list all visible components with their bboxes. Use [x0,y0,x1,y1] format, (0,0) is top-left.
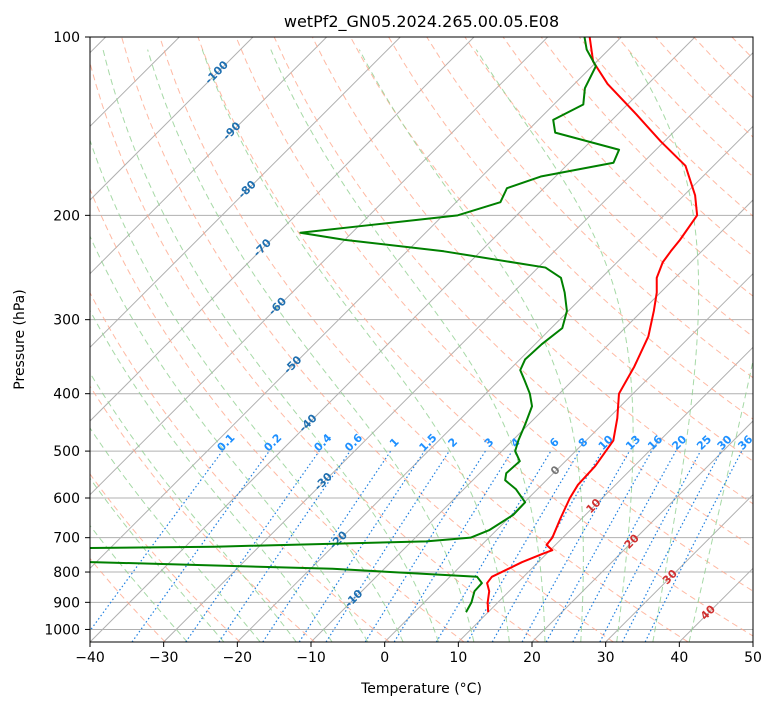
isotherm-line [531,420,753,642]
x-axis-ticks: −40 −30 −20 −10 0 10 20 30 40 50 [75,642,762,666]
mixing-ratio-line [572,450,677,642]
moist-adiabat-line [102,49,439,642]
dry-adiabat-line [273,37,753,548]
moist-adiabat-line [627,49,700,642]
isotherm-line [384,272,753,642]
moist-adiabat-line [90,309,333,642]
dry-adiabat-line [388,37,753,420]
y-tick-label: 600 [53,491,80,507]
isotherm-line [163,51,753,642]
moist-adiabat-line [90,427,261,642]
y-axis-label: Pressure (hPa) [12,289,28,389]
isotherms [90,37,753,642]
mixing-ratio-line [545,450,653,642]
dry-adiabat-line [121,37,614,642]
y-tick-label: 300 [53,313,80,329]
isotherm-line [90,37,549,496]
y-tick-label: 700 [53,531,80,547]
dry-adiabat-line [90,61,540,642]
y-tick-label: 500 [53,444,80,460]
y-axis-ticks: 100 200 300 400 500 600 700 800 900 1000 [44,30,90,638]
isotherm-line [90,37,475,422]
x-axis-label: Temperature (°C) [360,681,482,697]
x-tick-label: −20 [223,650,253,666]
moist-adiabat-line [270,49,546,642]
isotherm-line [90,37,696,642]
mixing-ratio-line [262,450,392,642]
dry-adiabat-line [502,37,753,297]
mixing-ratio-line [325,450,450,642]
moist-adiabat-line [688,358,753,642]
moist-adiabat-line [90,138,404,642]
y-tick-label: 100 [53,30,80,46]
dry-adiabats [90,37,753,642]
mixing-ratio-line [298,450,425,642]
chart-title: wetPf2_GN05.2024.265.00.05.E08 [284,12,559,32]
x-tick-label: 30 [597,650,615,666]
mixing-ratio-line [185,450,320,642]
isotherm-line [90,37,254,201]
moist-adiabat-line [90,524,188,642]
pressure-gridlines [90,37,753,630]
profile-series [90,37,699,613]
x-tick-label: 20 [523,650,541,666]
x-tick-label: 0 [380,650,389,666]
isotherm-line [457,346,753,642]
y-tick-label: 900 [53,595,80,611]
moist-adiabat-line [90,477,225,642]
x-tick-label: −40 [75,650,105,666]
moist-adiabat-line [90,235,369,642]
dewpoint-profile-line [90,37,621,613]
x-tick-label: −30 [149,650,179,666]
dry-adiabat-line [90,291,390,642]
x-tick-label: 40 [670,650,688,666]
dry-adiabat-line [311,37,753,505]
y-tick-label: 200 [53,208,80,224]
dry-adiabat-line [350,37,753,462]
moist-adiabat-line [147,49,475,642]
isotherm-line [90,37,622,570]
moist-adiabat-line [201,49,510,642]
y-tick-label: 1000 [44,622,80,638]
plot-area: -100-90-80-70-60-50-40-30-20-100.1 0.2 0.4… [90,37,753,642]
mixing-ratio-line [131,450,270,642]
isotherm-line [236,125,753,642]
temperature-profile-line [486,37,699,613]
x-tick-label: 50 [744,650,762,666]
mixing-ratio-lines [90,450,743,642]
dry-adiabat-line [90,385,316,642]
mixing-ratio-line [644,450,743,642]
mixing-ratio-line [218,450,351,642]
dry-adiabat-line [197,37,753,637]
dry-adiabat-line [235,37,753,592]
dry-adiabat-line [464,37,753,338]
isotherm-line [90,37,328,275]
dry-adiabat-line [90,188,465,642]
isotherm-line [605,493,753,642]
dry-adiabat-line [159,37,689,642]
dry-adiabat-line [426,37,753,379]
isotherm-line [90,37,401,349]
moist-adiabat-line [475,49,634,642]
x-tick-label: 10 [449,650,467,666]
y-tick-label: 400 [53,387,80,403]
moist-adiabat-line [90,372,297,642]
x-tick-label: −10 [296,650,326,666]
y-tick-label: 800 [53,565,80,581]
mixing-ratio-line [393,450,513,642]
mixing-ratio-line [521,450,631,642]
dry-adiabat-line [90,473,241,642]
plot-frame [89,36,754,643]
